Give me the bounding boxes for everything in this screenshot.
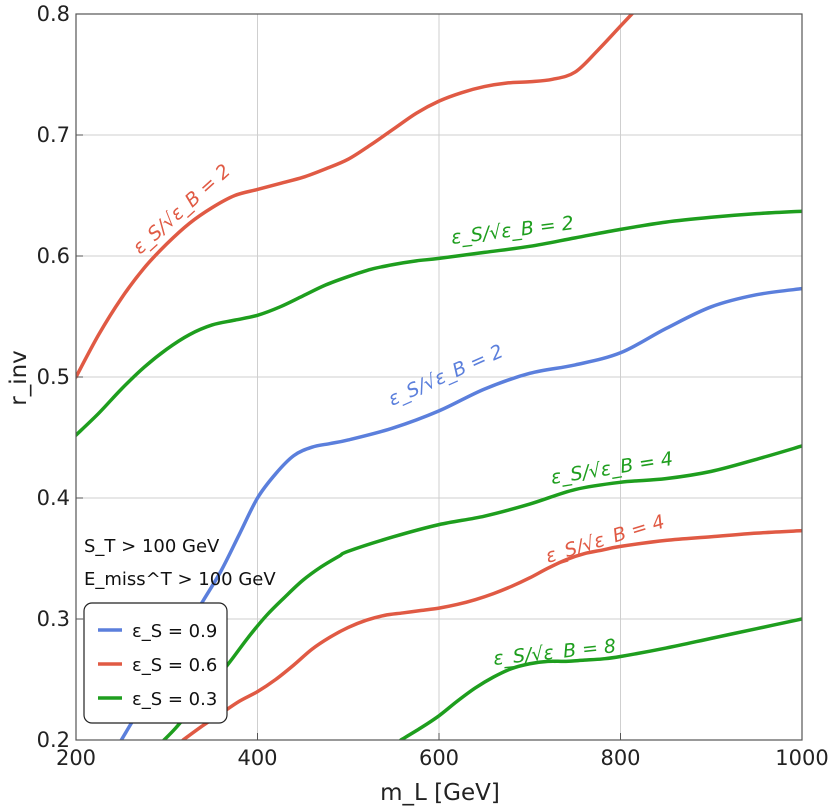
series-line-2 bbox=[181, 528, 802, 740]
y-tick-label-0.3: 0.3 bbox=[37, 607, 70, 631]
axis-ticks: 200 400 600 800 1000 0.2 0.3 0.4 0.5 0.6 0.7 0.8 bbox=[37, 2, 829, 770]
y-tick-label-0.8: 0.8 bbox=[37, 2, 70, 26]
series-lines bbox=[76, 14, 802, 740]
x-tick-label-400: 400 bbox=[237, 746, 277, 770]
x-axis-label: m_L [GeV] bbox=[380, 780, 500, 806]
y-tick-label-0.5: 0.5 bbox=[37, 365, 70, 389]
legend-label-red: ε_S = 0.6 bbox=[132, 655, 217, 676]
series-line-3 bbox=[76, 209, 802, 437]
legend-box bbox=[83, 602, 228, 724]
cut-emiss: E_miss^T > 100 GeV bbox=[84, 569, 276, 590]
legend-label-green: ε_S = 0.3 bbox=[132, 689, 217, 710]
legend: ε_S = 0.9 ε_S = 0.6 ε_S = 0.3 bbox=[83, 602, 228, 724]
y-tick-label-0.2: 0.2 bbox=[37, 728, 70, 752]
series-line-5 bbox=[399, 617, 802, 740]
y-tick-label-0.4: 0.4 bbox=[37, 486, 70, 510]
x-tick-label-600: 600 bbox=[419, 746, 459, 770]
cut-st: S_T > 100 GeV bbox=[84, 536, 220, 557]
y-tick-label-0.6: 0.6 bbox=[37, 244, 70, 268]
y-axis-label: r_inv bbox=[6, 350, 32, 406]
x-tick-label-800: 800 bbox=[600, 746, 640, 770]
y-tick-label-0.7: 0.7 bbox=[37, 123, 70, 147]
x-tick-label-200: 200 bbox=[56, 746, 96, 770]
legend-label-blue: ε_S = 0.9 bbox=[132, 621, 217, 642]
x-tick-label-1000: 1000 bbox=[775, 746, 828, 770]
series-line-1 bbox=[76, 14, 635, 379]
grid-lines bbox=[75, 13, 803, 741]
